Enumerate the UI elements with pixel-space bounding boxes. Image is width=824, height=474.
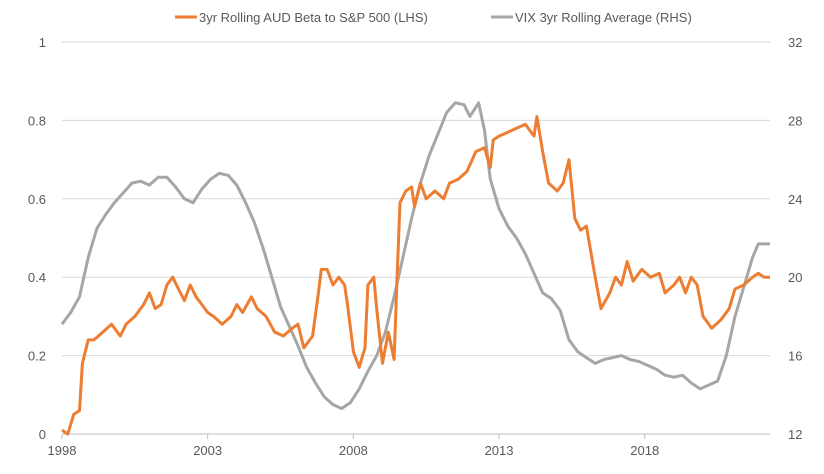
series-line-aud-beta [61,115,770,436]
series-line-vix [60,101,770,410]
x-tick-label: 2013 [485,443,514,458]
legend: 3yr Rolling AUD Beta to S&P 500 (LHS) VI… [175,10,692,25]
left-tick-label: 0.6 [28,192,46,207]
left-axis-ticks: 0 0.2 0.4 0.6 0.8 1 [28,35,46,442]
series-layer [60,101,770,436]
right-tick-label: 28 [788,113,802,128]
left-tick-label: 0.4 [28,270,46,285]
right-tick-label: 20 [788,270,802,285]
x-tick-label: 1998 [48,443,77,458]
left-tick-label: 0 [39,427,46,442]
right-tick-label: 12 [788,427,802,442]
x-tick-label: 2008 [339,443,368,458]
x-tick-label: 2018 [630,443,659,458]
gridlines [62,41,770,435]
right-axis-ticks: 12 16 20 24 28 32 [788,35,802,442]
legend-label-vix: VIX 3yr Rolling Average (RHS) [515,10,692,25]
right-tick-label: 16 [788,349,802,364]
x-tick-label: 2003 [193,443,222,458]
right-tick-label: 32 [788,35,802,50]
x-axis-ticks: 1998 2003 2008 2013 2018 [48,434,659,458]
left-tick-label: 0.8 [28,113,46,128]
left-tick-label: 0.2 [28,349,46,364]
right-tick-label: 24 [788,192,802,207]
legend-label-aud-beta: 3yr Rolling AUD Beta to S&P 500 (LHS) [199,10,428,25]
left-tick-label: 1 [39,35,46,50]
